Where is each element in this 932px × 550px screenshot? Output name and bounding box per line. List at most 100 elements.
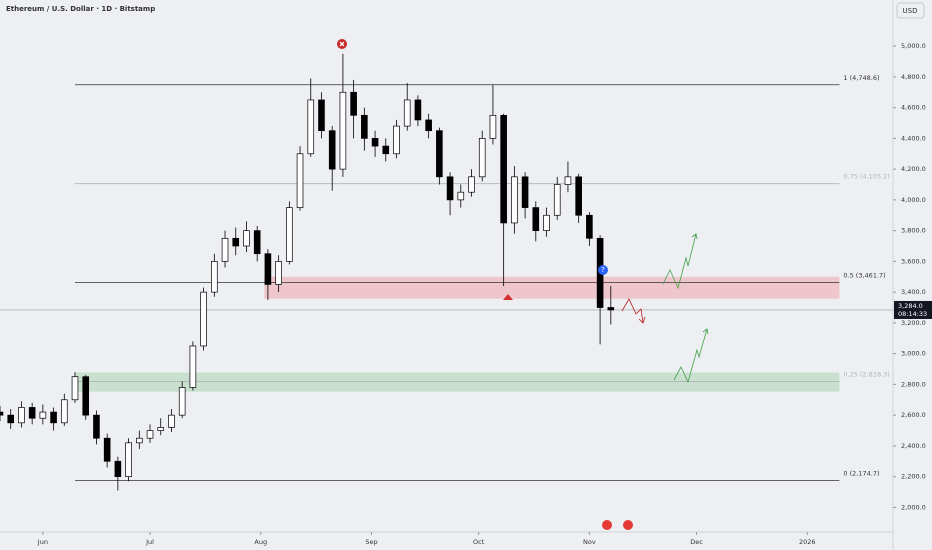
fib-label: 0 (2,174.7) (843, 470, 879, 478)
candle-body (7, 414, 15, 424)
candle-body (414, 99, 422, 121)
y-tick-label: 3,200.0 (901, 319, 926, 327)
x-tick-label: Jun (37, 538, 48, 546)
candle-body (532, 207, 540, 231)
candle-body (564, 176, 572, 185)
event-icon[interactable] (598, 265, 608, 275)
x-tick-label: Aug (254, 538, 267, 546)
x-tick-label: Nov (583, 538, 596, 546)
candle-body (457, 191, 465, 201)
candle-body (71, 376, 79, 401)
candle-body (393, 125, 400, 155)
candle-body (93, 414, 100, 439)
candle-body (232, 237, 240, 247)
candle-body (275, 261, 282, 285)
candle-body (500, 114, 507, 224)
candle-body (425, 119, 432, 132)
y-tick-label: 4,600.0 (901, 104, 926, 112)
candle-body (157, 427, 165, 431)
flag-icon[interactable] (602, 520, 612, 530)
chart-title: Ethereum / U.S. Dollar · 1D · Bitstamp (6, 5, 155, 13)
y-tick-label: 4,400.0 (901, 134, 926, 142)
candle-body (221, 237, 229, 262)
x-tick-label: Oct (473, 538, 485, 546)
candle-body (478, 138, 486, 178)
candle-body (586, 214, 593, 239)
candle-body (339, 91, 347, 170)
candle-body (39, 411, 47, 419)
fib-label: 0.5 (3,461.7) (843, 272, 885, 280)
candle-body (114, 460, 122, 477)
candle-body (489, 114, 497, 139)
y-tick-label: 2,400.0 (901, 442, 926, 450)
candle-body (361, 114, 368, 139)
candle-body (575, 176, 582, 216)
candle-body (0, 411, 4, 416)
candle-body (243, 230, 250, 247)
candle-body (286, 207, 293, 262)
candle-body (136, 437, 143, 444)
candle-body (296, 153, 304, 208)
candle-body (103, 437, 111, 462)
candle-body (436, 130, 443, 178)
candle-body (350, 91, 357, 116)
y-tick-label: 2,000.0 (901, 503, 926, 511)
zone (75, 372, 840, 392)
price-tag-label: 3,284.0 (898, 302, 923, 310)
candle-body (403, 99, 411, 127)
candle-body (50, 411, 57, 424)
x-tick-label: 2026 (799, 538, 816, 546)
candle-body (371, 138, 379, 147)
x-tick-label: Dec (690, 538, 703, 546)
annotations: ? (337, 39, 709, 530)
projection-arrow (662, 233, 697, 290)
candle-body (328, 130, 336, 170)
y-tick-label: 2,200.0 (901, 473, 926, 481)
x-tick-label: Jul (145, 538, 154, 546)
candle-body (511, 176, 518, 224)
candle-body (178, 387, 186, 416)
candle-body (211, 261, 218, 293)
price-tag (894, 300, 932, 319)
fib-label: 1 (4,748.6) (843, 74, 879, 82)
candle-body (168, 414, 175, 428)
candle-body (607, 307, 615, 311)
fib-label: 0.25 (2,818.3) (843, 371, 889, 379)
candle-body (18, 407, 25, 424)
candle-body (543, 214, 550, 231)
y-tick-label: 4,000.0 (901, 196, 926, 204)
projection-arrow (638, 316, 646, 324)
candle-body (553, 184, 561, 216)
fib-label: 0.75 (4,105.2) (843, 173, 889, 181)
flag-icon[interactable] (623, 520, 633, 530)
countdown-label: 08:14:33 (898, 310, 927, 318)
candle-body (264, 253, 272, 285)
y-tick-label: 2,600.0 (901, 411, 926, 419)
projection-arrow (691, 233, 698, 240)
candle-body (521, 176, 529, 208)
candle-body (253, 230, 261, 255)
projection-arrow (702, 328, 709, 335)
event-icon (339, 41, 345, 47)
candle-body (200, 291, 207, 347)
plot: 2,000.0 2,200.0 2,400.0 2,600.0 2,800.0 3,000… (0, 42, 932, 546)
projection-arrow (673, 328, 708, 384)
candle-body (468, 176, 475, 193)
event-icon: ? (601, 266, 605, 274)
marker (503, 294, 513, 300)
projection-arrow (621, 298, 644, 324)
y-tick-label: 3,600.0 (901, 257, 926, 265)
y-tick-label: 4,800.0 (901, 73, 926, 81)
candle-body (318, 99, 325, 132)
y-tick-label: 2,800.0 (901, 380, 926, 388)
candle-body (60, 399, 68, 424)
y-tick-label: 3,800.0 (901, 227, 926, 235)
candle-body (307, 99, 315, 155)
candle-body (82, 376, 90, 416)
candle-body (146, 430, 154, 439)
candle-body (28, 407, 36, 419)
zone (264, 276, 840, 299)
currency-button[interactable] (896, 2, 925, 19)
currency-label[interactable]: USD (903, 7, 918, 15)
